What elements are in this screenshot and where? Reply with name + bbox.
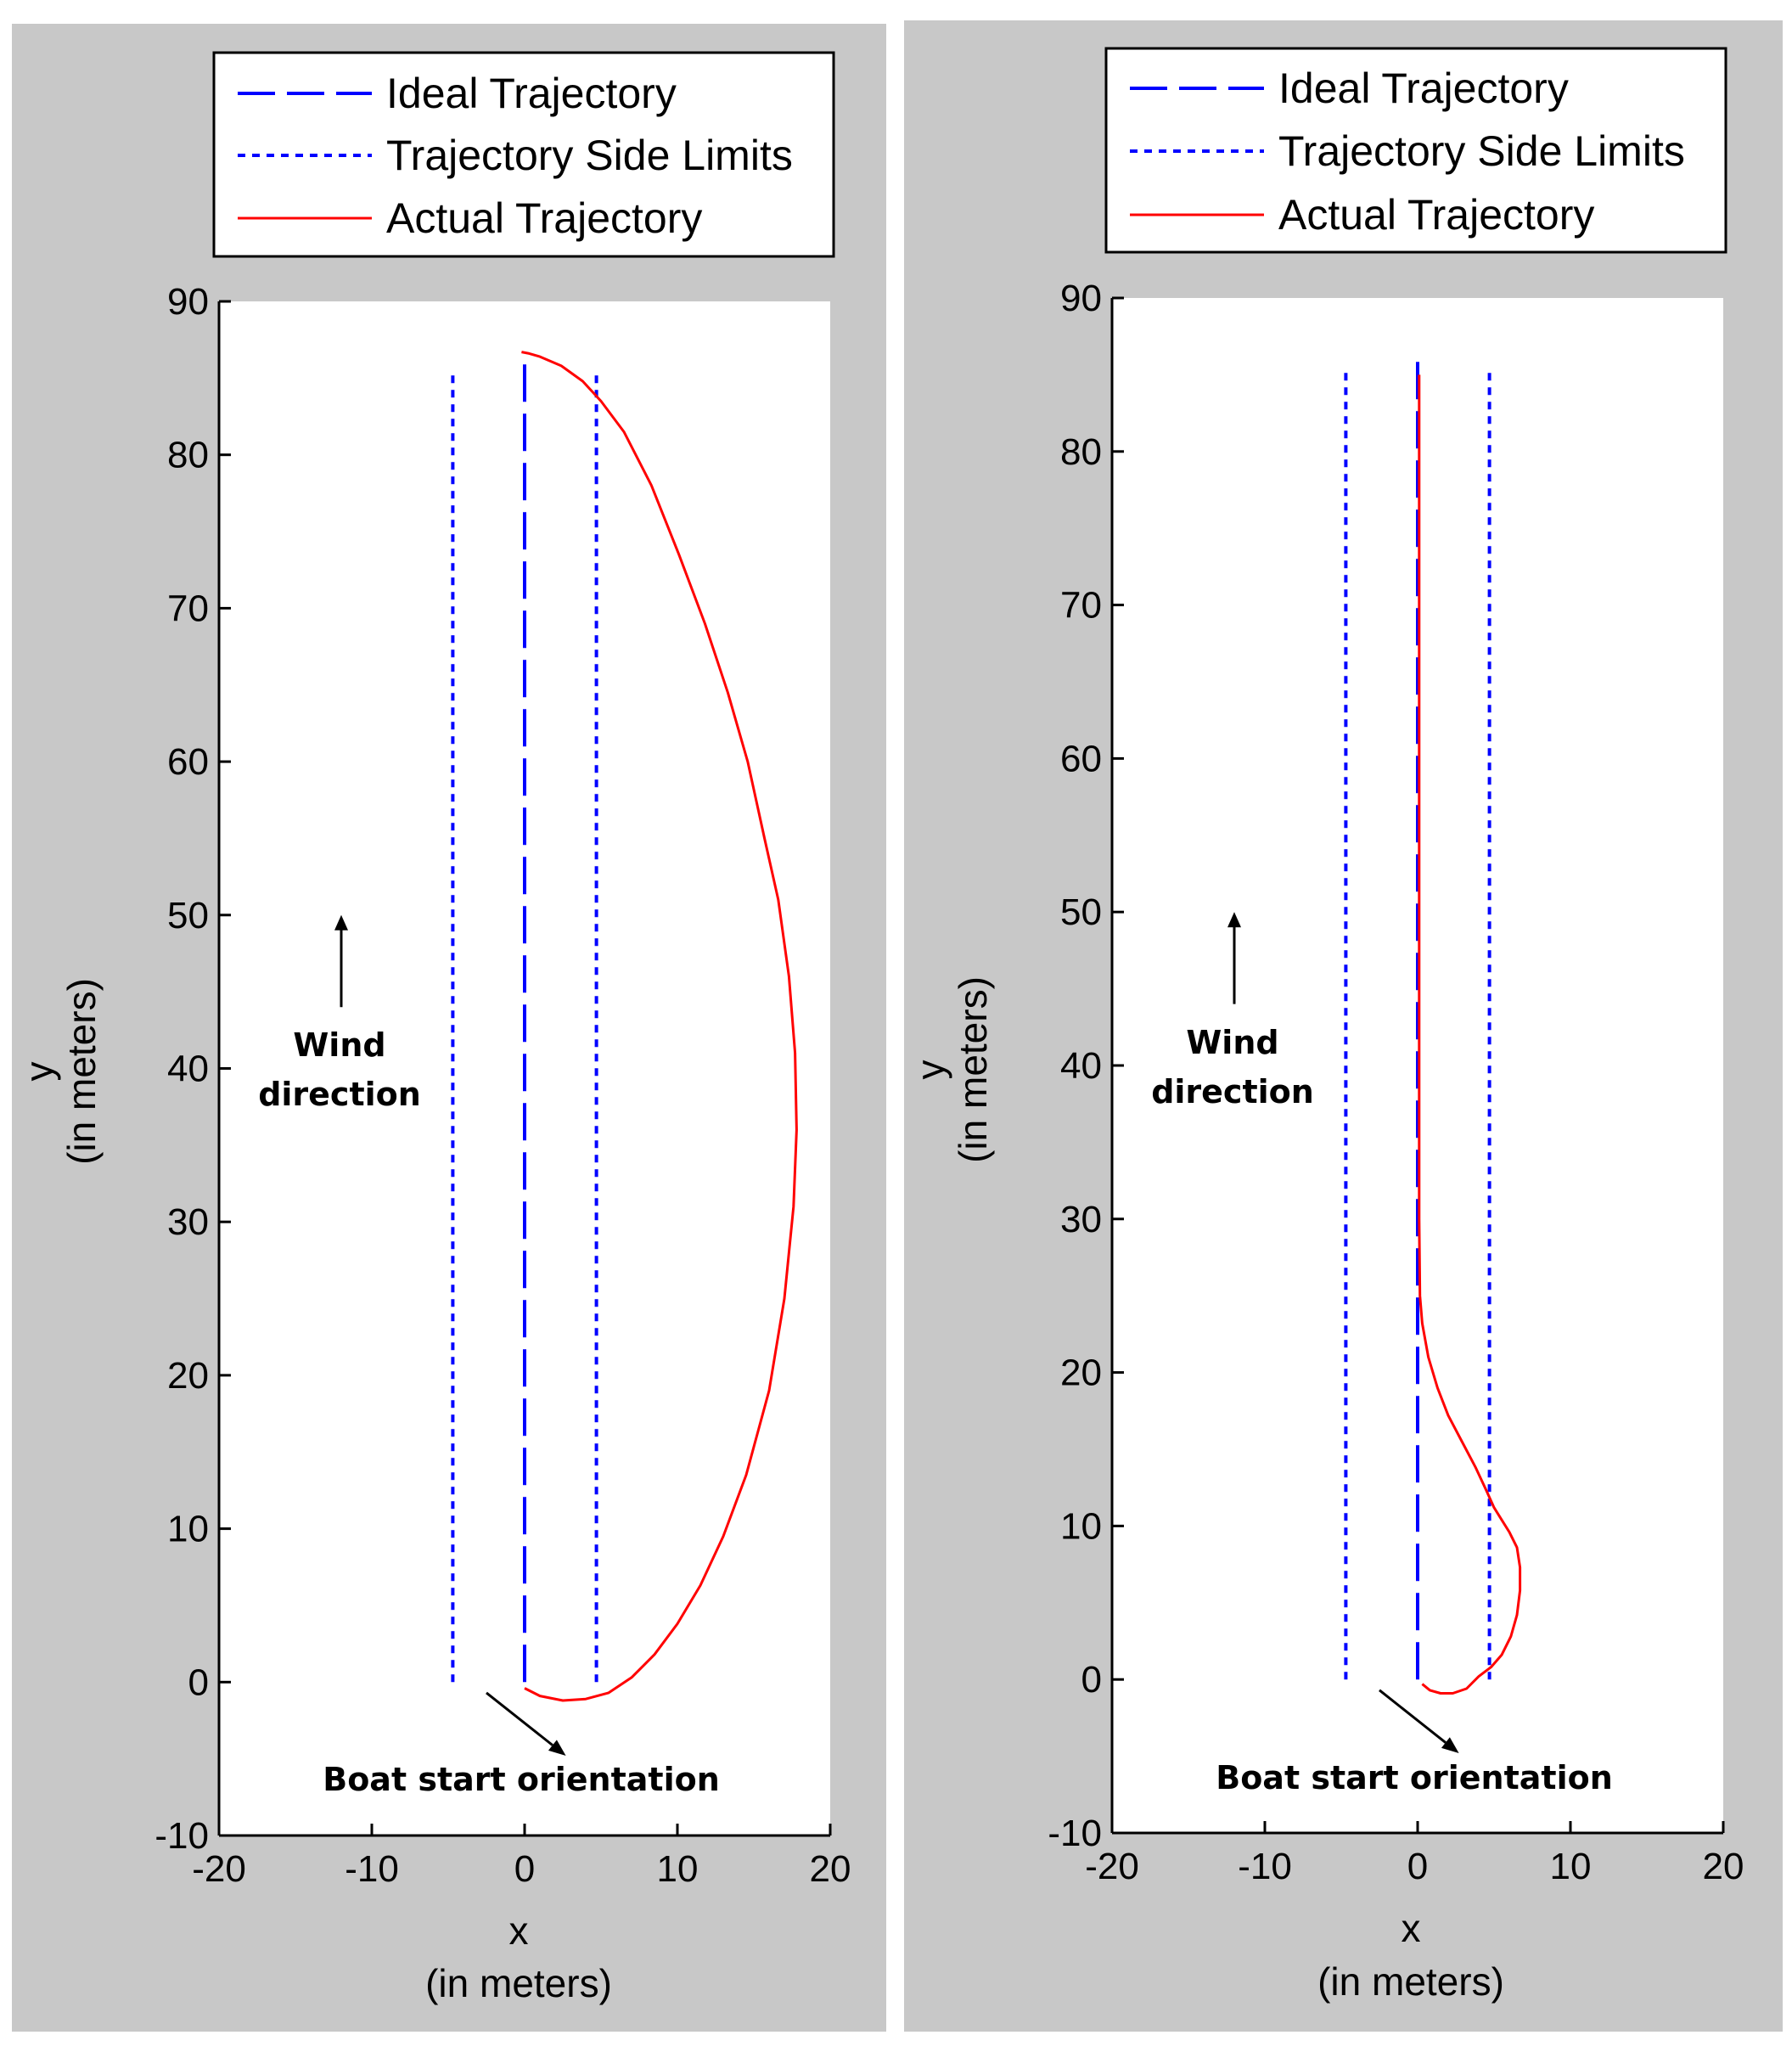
y-tick-label: 90 bbox=[1060, 278, 1102, 319]
x-tick-label: -10 bbox=[1238, 1846, 1292, 1887]
y-tick-label: 50 bbox=[167, 895, 209, 936]
legend-label-ideal: Ideal Trajectory bbox=[386, 70, 677, 117]
y-tick-label: 70 bbox=[167, 587, 209, 629]
boat-arrow-shaft bbox=[1379, 1689, 1447, 1744]
x-tick-label: 0 bbox=[1407, 1846, 1428, 1887]
legend-box bbox=[1104, 47, 1727, 254]
y-tick-label: 20 bbox=[167, 1355, 209, 1397]
series-actual-trajectory bbox=[521, 351, 798, 1702]
legend-label-ideal: Ideal Trajectory bbox=[1278, 65, 1569, 112]
y-tick-label: 20 bbox=[1060, 1352, 1102, 1394]
y-tick-label: 80 bbox=[167, 435, 209, 476]
x-tick-label: 20 bbox=[810, 1848, 851, 1890]
wind-annotation-line1: Wind bbox=[1186, 1024, 1278, 1061]
legend-label-actual: Actual Trajectory bbox=[1278, 191, 1594, 239]
y-tick-label: 60 bbox=[167, 741, 209, 783]
x-tick-label: -10 bbox=[345, 1848, 399, 1890]
y-tick-label: -10 bbox=[1048, 1813, 1102, 1854]
y-tick-label: 80 bbox=[1060, 431, 1102, 473]
y-tick-label: 30 bbox=[1060, 1199, 1102, 1240]
y-tick-label: -10 bbox=[154, 1815, 209, 1857]
y-axis-label: y bbox=[17, 1062, 61, 1082]
legend-label-limits: Trajectory Side Limits bbox=[386, 132, 793, 179]
y-tick-label: 0 bbox=[188, 1661, 209, 1703]
x-axis-label-unit: (in meters) bbox=[425, 1961, 612, 2005]
boat-arrow-shaft bbox=[486, 1691, 553, 1746]
left-plot: Ideal Trajectory Trajectory Side Limits … bbox=[17, 51, 851, 2005]
y-axis-label-unit: (in meters) bbox=[59, 978, 104, 1165]
legend-label-actual: Actual Trajectory bbox=[386, 194, 702, 242]
y-tick-label: 0 bbox=[1081, 1659, 1102, 1701]
boat-arrow-head bbox=[548, 1740, 566, 1757]
x-tick-label: 10 bbox=[1550, 1846, 1592, 1887]
y-tick-label: 60 bbox=[1060, 738, 1102, 779]
y-tick-label: 30 bbox=[167, 1201, 209, 1243]
y-tick-label: 40 bbox=[167, 1048, 209, 1090]
y-tick-label: 40 bbox=[1060, 1045, 1102, 1087]
x-tick-label: 10 bbox=[657, 1848, 699, 1890]
legend-label-limits: Trajectory Side Limits bbox=[1278, 127, 1685, 175]
wind-annotation-line2: direction bbox=[258, 1076, 421, 1113]
boat-annotation: Boat start orientation bbox=[1216, 1759, 1613, 1796]
x-axis-label: x bbox=[509, 1909, 529, 1953]
y-axis-label: y bbox=[908, 1060, 952, 1080]
x-tick-label: 0 bbox=[514, 1848, 535, 1890]
boat-annotation: Boat start orientation bbox=[323, 1761, 720, 1798]
x-tick-label: -20 bbox=[192, 1848, 246, 1890]
wind-annotation-line1: Wind bbox=[293, 1026, 385, 1064]
y-tick-label: 90 bbox=[167, 281, 209, 323]
x-tick-label: -20 bbox=[1085, 1846, 1139, 1887]
wind-arrow-head bbox=[334, 914, 348, 930]
series-actual-trajectory bbox=[1418, 374, 1522, 1695]
wind-annotation-line2: direction bbox=[1151, 1073, 1314, 1110]
y-tick-label: 50 bbox=[1060, 891, 1102, 933]
x-axis-label: x bbox=[1402, 1906, 1421, 1950]
y-tick-label: 10 bbox=[167, 1509, 209, 1550]
legend: Ideal Trajectory Trajectory Side Limits … bbox=[1104, 47, 1727, 254]
x-tick-label: 20 bbox=[1703, 1846, 1744, 1887]
legend: Ideal Trajectory Trajectory Side Limits … bbox=[212, 51, 835, 258]
boat-arrow-head bbox=[1441, 1737, 1459, 1753]
wind-arrow-head bbox=[1227, 912, 1241, 928]
right-plot: Ideal Trajectory Trajectory Side Limits … bbox=[908, 47, 1744, 2004]
y-tick-label: 10 bbox=[1060, 1505, 1102, 1547]
y-axis-label-unit: (in meters) bbox=[951, 976, 995, 1163]
x-axis-label-unit: (in meters) bbox=[1317, 1959, 1504, 2004]
y-tick-label: 70 bbox=[1060, 585, 1102, 627]
